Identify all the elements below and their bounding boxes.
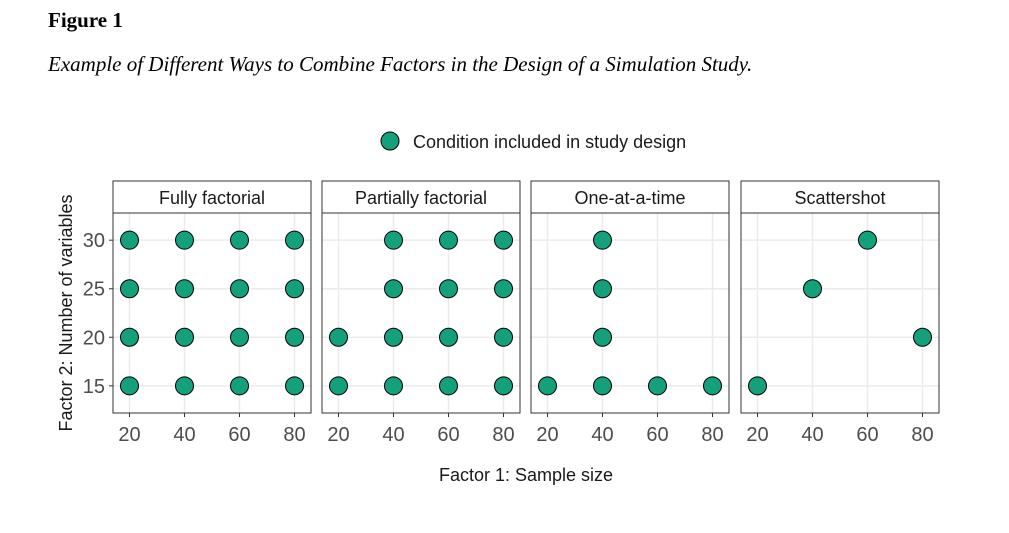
x-tick-label: 60: [228, 424, 250, 446]
panel-title-scattershot: Scattershot: [794, 188, 885, 208]
data-point: [230, 279, 249, 299]
data-point: [439, 376, 458, 396]
data-point: [285, 376, 304, 396]
x-tick-label: 40: [591, 424, 613, 446]
x-tick-label: 40: [801, 424, 823, 446]
data-point: [384, 230, 403, 250]
panel-strip-one-at-a-time: [530, 180, 730, 214]
data-point: [748, 376, 767, 396]
panel-border-fully-factorial: [112, 212, 312, 414]
data-point: [494, 376, 513, 396]
panel-border-one-at-a-time: [530, 212, 730, 414]
data-point: [175, 230, 194, 250]
data-point: [384, 376, 403, 396]
data-point: [285, 230, 304, 250]
panel-border-partially-factorial: [321, 212, 521, 414]
data-point: [120, 279, 139, 299]
y-tick-label: 25: [83, 279, 105, 301]
x-tick-label: 20: [327, 424, 349, 446]
data-point: [858, 230, 877, 250]
y-tick-label: 20: [83, 327, 105, 349]
data-point: [593, 279, 612, 299]
x-tick-label: 60: [856, 424, 878, 446]
panel-title-one-at-a-time: One-at-a-time: [574, 188, 685, 208]
panel-background-fully-factorial: [113, 213, 311, 413]
data-point: [803, 279, 822, 299]
panel-strip-partially-factorial: [321, 180, 521, 214]
x-tick-label: 80: [283, 424, 305, 446]
data-point: [538, 376, 557, 396]
data-point: [593, 230, 612, 250]
data-point: [384, 327, 403, 347]
data-point: [593, 327, 612, 347]
panel-background-scattershot: [741, 213, 939, 413]
data-point: [120, 327, 139, 347]
x-tick-label: 60: [646, 424, 668, 446]
data-point: [175, 376, 194, 396]
x-tick-label: 80: [701, 424, 723, 446]
data-point: [230, 376, 249, 396]
data-point: [439, 327, 458, 347]
data-point: [439, 279, 458, 299]
x-tick-label: 20: [746, 424, 768, 446]
data-point: [175, 279, 194, 299]
x-axis-title: Factor 1: Sample size: [439, 465, 613, 485]
panel-title-partially-factorial: Partially factorial: [355, 188, 487, 208]
data-point: [230, 327, 249, 347]
figure-label: Figure 1: [48, 8, 123, 32]
legend-label: Condition included in study design: [413, 132, 686, 152]
x-tick-label: 80: [911, 424, 933, 446]
legend-marker: [380, 131, 400, 151]
x-tick-label: 40: [173, 424, 195, 446]
data-point: [329, 376, 348, 396]
x-tick-label: 20: [536, 424, 558, 446]
data-point: [329, 327, 348, 347]
data-point: [494, 279, 513, 299]
panel-title-fully-factorial: Fully factorial: [159, 188, 265, 208]
data-point: [593, 376, 612, 396]
x-tick-label: 40: [382, 424, 404, 446]
data-point: [439, 230, 458, 250]
y-tick-label: 15: [83, 376, 105, 398]
x-tick-label: 20: [118, 424, 140, 446]
data-point: [648, 376, 667, 396]
data-point: [494, 230, 513, 250]
data-point: [175, 327, 194, 347]
figure-title: Example of Different Ways to Combine Fac…: [48, 52, 753, 76]
data-point: [285, 279, 304, 299]
panel-background-partially-factorial: [322, 213, 520, 413]
panel-strip-scattershot: [740, 180, 940, 214]
x-tick-label: 60: [437, 424, 459, 446]
y-axis-title: Factor 2: Number of variables: [56, 194, 76, 431]
data-point: [913, 327, 932, 347]
x-tick-label: 80: [492, 424, 514, 446]
panel-background-one-at-a-time: [531, 213, 729, 413]
data-point: [703, 376, 722, 396]
data-point: [120, 376, 139, 396]
y-tick-label: 30: [83, 230, 105, 252]
data-point: [230, 230, 249, 250]
panel-border-scattershot: [740, 212, 940, 414]
data-point: [120, 230, 139, 250]
data-point: [494, 327, 513, 347]
data-point: [384, 279, 403, 299]
data-point: [285, 327, 304, 347]
